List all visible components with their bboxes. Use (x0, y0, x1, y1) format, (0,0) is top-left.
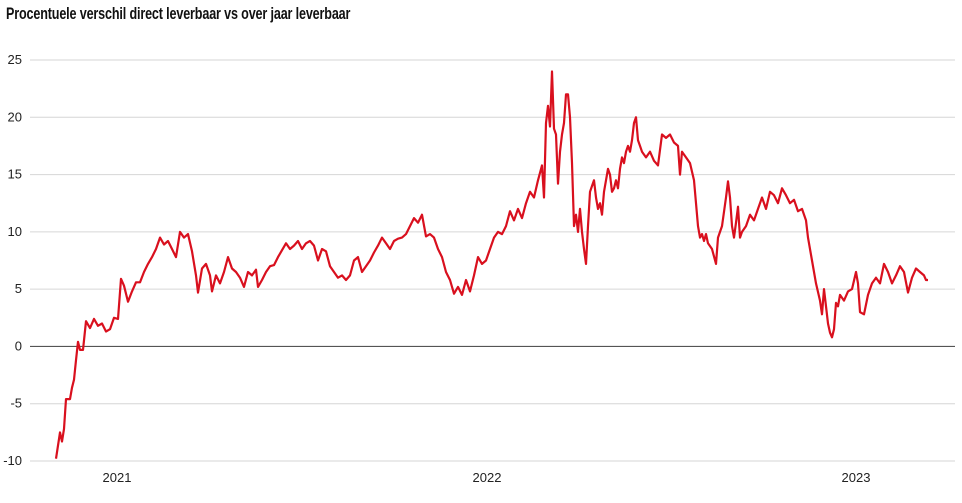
x-tick-label: 2022 (473, 470, 502, 485)
y-axis-tick-labels: -10 -5 0 5 10 15 20 25 (3, 52, 22, 468)
y-tick-label: 5 (15, 281, 22, 296)
series-layer (54, 70, 928, 459)
y-tick-label: -5 (10, 396, 22, 411)
x-tick-label: 2021 (103, 470, 132, 485)
x-axis-tick-labels: 2021 2022 2023 (103, 470, 871, 485)
y-tick-label: 20 (8, 109, 22, 124)
y-tick-label: 15 (8, 167, 22, 182)
y-tick-label: -10 (3, 453, 22, 468)
x-tick-label: 2023 (842, 470, 871, 485)
y-tick-label: 10 (8, 224, 22, 239)
series-line (54, 70, 928, 459)
y-tick-label: 0 (15, 338, 22, 353)
y-tick-label: 25 (8, 52, 22, 67)
chart-title: Procentuele verschil direct leverbaar vs… (6, 4, 351, 23)
grid-lines (30, 59, 955, 462)
